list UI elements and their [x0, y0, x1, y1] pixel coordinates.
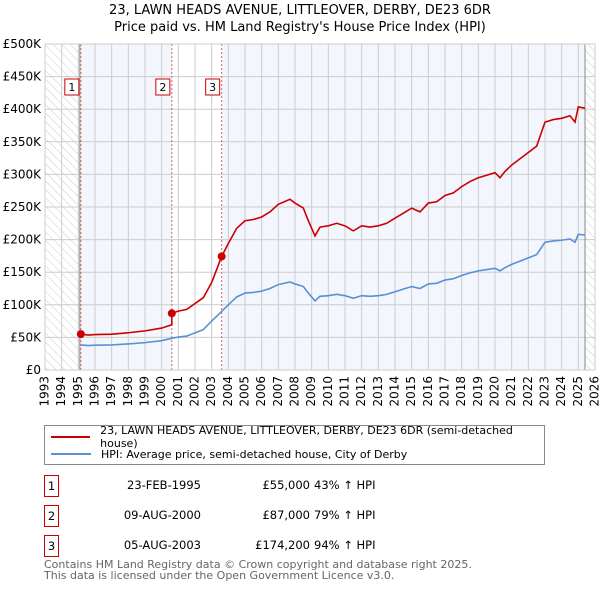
sale-marker-badge: 1	[44, 475, 59, 497]
y-tick-label: £150K	[3, 265, 43, 279]
x-tick-label: 1999	[138, 376, 152, 407]
price-chart: 1993 1994 1995 1996 1997 1998 1999 2000 2001 2002…	[3, 37, 600, 407]
x-tick-label: 1993	[38, 376, 52, 407]
hpi-line	[80, 233, 586, 347]
legend-label-hpi: HPI: Average price, semi-detached house,…	[101, 447, 408, 461]
x-tick-label: 2002	[188, 376, 202, 407]
price-paid-line	[80, 105, 586, 336]
sale-number-box	[64, 78, 80, 96]
x-tick-label: 2017	[438, 376, 452, 407]
sale-number-label: 1	[68, 81, 75, 94]
sale-price: £87,000	[262, 508, 310, 522]
footer-line-2: This data is licensed under the Open Gov…	[44, 569, 395, 582]
x-tick-label: 2013	[371, 376, 385, 407]
y-tick-label: £500K	[3, 37, 43, 51]
sale-point	[167, 309, 176, 318]
legend-swatch-blue	[51, 453, 91, 455]
sale-date: 23-FEB-1995	[127, 478, 201, 492]
footer-attribution: Contains HM Land Registry data © Crown c…	[44, 559, 472, 581]
x-tick-label: 2005	[238, 376, 252, 407]
plot-border	[44, 43, 596, 371]
sale-number-box	[205, 78, 221, 96]
x-tick-label: 2019	[471, 376, 485, 407]
sale-number-label: 2	[159, 81, 166, 94]
x-tick-label: 2024	[554, 376, 568, 407]
y-tick-label: £450K	[3, 70, 43, 84]
x-tick-label: 1996	[88, 376, 102, 407]
x-tick-label: 2023	[538, 376, 552, 407]
y-tick-label: £400K	[3, 102, 43, 116]
y-tick-label: £350K	[3, 135, 43, 149]
sale-number-box	[155, 78, 171, 96]
x-tick-label: 2020	[488, 376, 502, 407]
sale-price: £55,000	[262, 478, 310, 492]
x-tick-label: 2014	[388, 376, 402, 407]
legend-swatch-red	[51, 436, 91, 438]
y-tick-label: £250K	[3, 200, 43, 214]
x-tick-label: 2021	[504, 376, 518, 407]
sale-date: 05-AUG-2003	[123, 538, 201, 552]
x-tick-label: 2026	[588, 376, 600, 407]
x-tick-label: 2007	[271, 376, 285, 407]
x-tick-label: 2000	[154, 376, 168, 407]
x-tick-label: 2025	[571, 376, 585, 407]
sale-price: £174,200	[255, 538, 310, 552]
y-tick-label: £50K	[10, 330, 42, 344]
sale-hpi-change: 94% ↑ HPI	[314, 538, 376, 552]
x-tick-label: 1995	[71, 376, 85, 407]
x-tick-label: 1997	[104, 376, 118, 407]
y-tick-label: £100K	[3, 298, 43, 312]
x-tick-label: 2001	[171, 376, 185, 407]
sale-hpi-change: 79% ↑ HPI	[314, 508, 376, 522]
x-tick-label: 2010	[321, 376, 335, 407]
x-tick-label: 1998	[121, 376, 135, 407]
x-tick-label: 2004	[221, 376, 235, 407]
y-tick-label: £0	[26, 363, 41, 377]
x-tick-label: 2015	[404, 376, 418, 407]
chart-subtitle: Price paid vs. HM Land Registry's House …	[114, 20, 486, 35]
x-tick-label: 2011	[338, 376, 352, 407]
x-tick-label: 2006	[254, 376, 268, 407]
sale-number-label: 3	[209, 81, 216, 94]
x-tick-label: 2009	[304, 376, 318, 407]
x-tick-label: 2016	[421, 376, 435, 407]
x-tick-label: 2003	[204, 376, 218, 407]
y-tick-label: £300K	[3, 167, 43, 181]
sale-date: 09-AUG-2000	[123, 508, 201, 522]
sale-marker-badge: 2	[44, 505, 59, 527]
x-tick-label: 1994	[54, 376, 68, 407]
legend-item-property: 23, LAWN HEADS AVENUE, LITTLEOVER, DERBY…	[51, 424, 544, 450]
y-tick-label: £200K	[3, 233, 43, 247]
sale-hpi-change: 43% ↑ HPI	[314, 478, 376, 492]
legend-item-hpi: HPI: Average price, semi-detached house,…	[51, 446, 407, 462]
x-tick-label: 2018	[454, 376, 468, 407]
x-tick-label: 2022	[521, 376, 535, 407]
sale-marker-badge: 3	[44, 535, 59, 557]
sale-point	[76, 330, 85, 339]
chart-legend: 23, LAWN HEADS AVENUE, LITTLEOVER, DERBY…	[44, 424, 545, 465]
sale-point	[217, 252, 226, 261]
footer-line-1: Contains HM Land Registry data © Crown c…	[44, 558, 472, 571]
x-tick-label: 2008	[288, 376, 302, 407]
chart-title: 23, LAWN HEADS AVENUE, LITTLEOVER, DERBY…	[109, 3, 491, 18]
x-tick-label: 2012	[354, 376, 368, 407]
legend-label-property: 23, LAWN HEADS AVENUE, LITTLEOVER, DERBY…	[100, 424, 513, 450]
